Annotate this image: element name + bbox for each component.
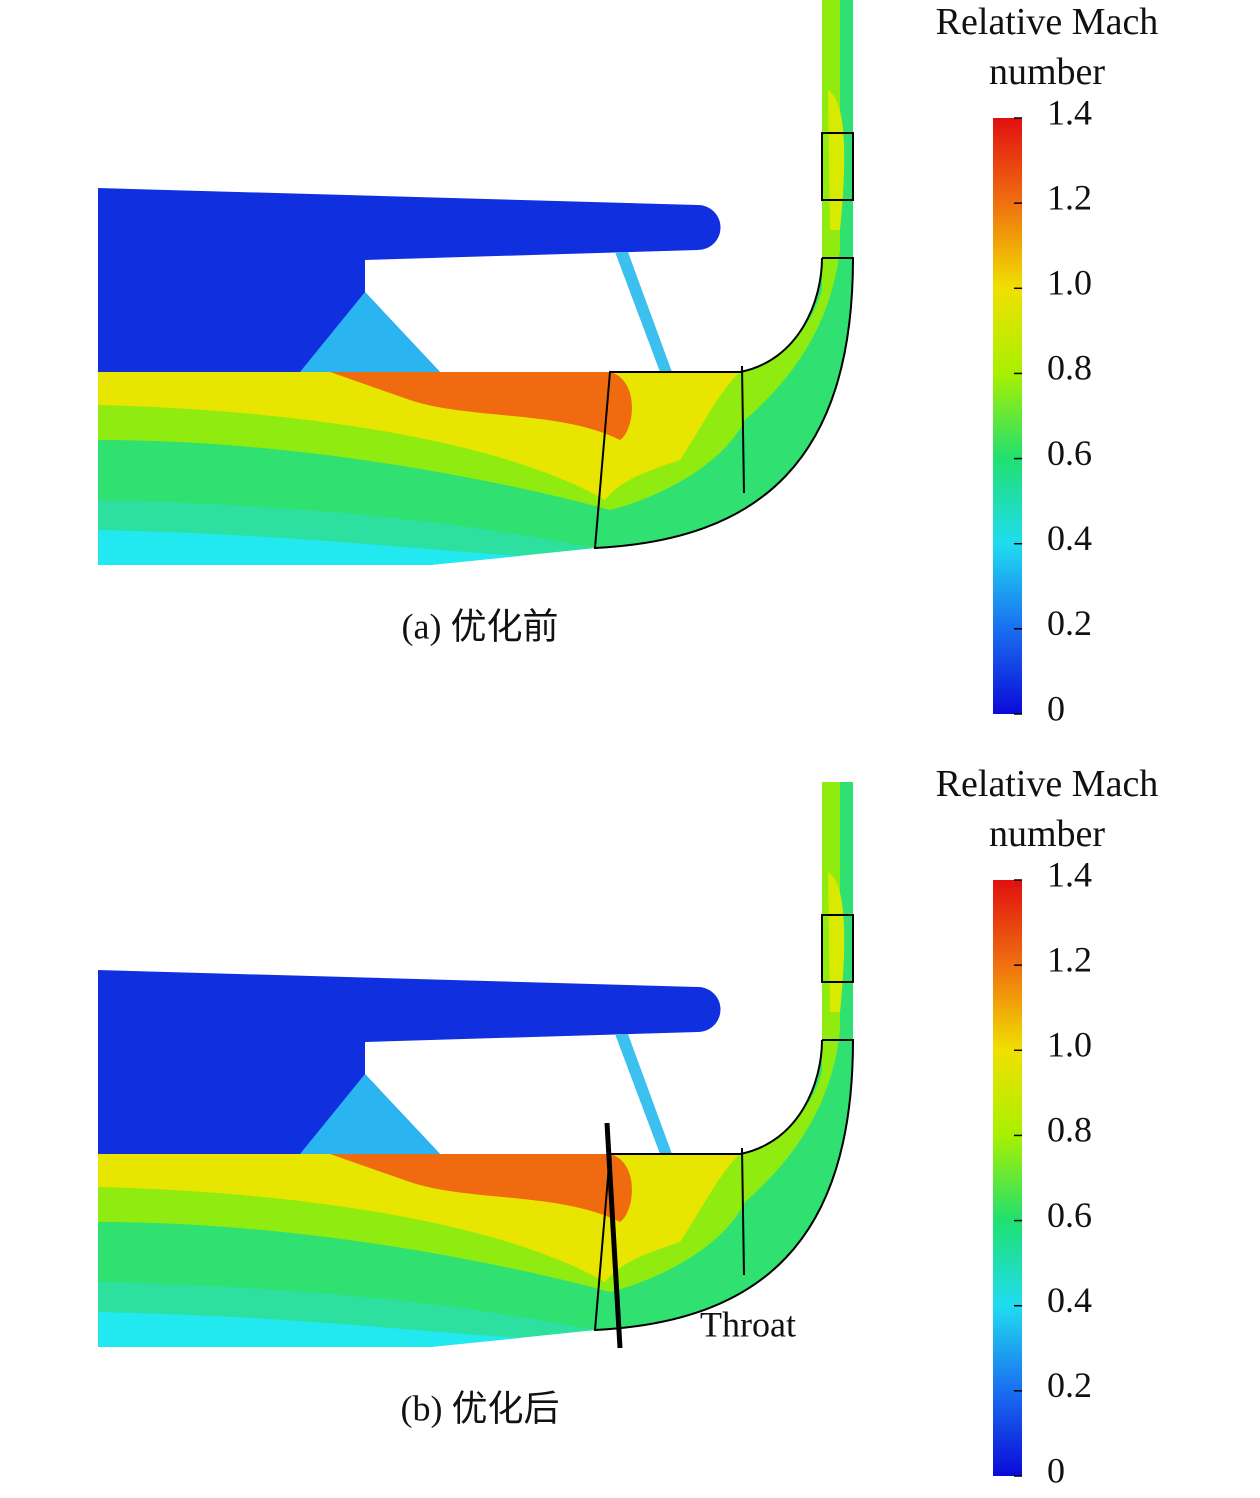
flow-field-b xyxy=(97,781,854,1348)
tick-label: 0.8 xyxy=(1047,348,1092,388)
colorbar-title: Relative Mach number xyxy=(935,1,1159,93)
colorbar xyxy=(993,118,1022,714)
tick-label: 0.2 xyxy=(1047,603,1092,643)
tick-label: 0.2 xyxy=(1047,1365,1092,1405)
tick-label: 1.0 xyxy=(1047,1025,1092,1065)
flow-field-a xyxy=(97,0,854,566)
tick-label: 1.0 xyxy=(1047,263,1092,303)
tick-label: 0.8 xyxy=(1047,1110,1092,1150)
tick-label: 0.4 xyxy=(1047,1280,1092,1320)
tick-label: 1.2 xyxy=(1047,939,1092,979)
colorbar xyxy=(993,880,1022,1476)
tick-label: 0 xyxy=(1047,1450,1065,1490)
annotation: Throat xyxy=(700,1304,796,1344)
tick-label: 1.4 xyxy=(1047,854,1092,894)
caption: (a) 优化前 xyxy=(402,606,559,646)
tick-label: 0.6 xyxy=(1047,1195,1092,1235)
tick-label: 0.4 xyxy=(1047,518,1092,558)
tick-label: 1.4 xyxy=(1047,92,1092,132)
colorbar-title: Relative Mach number xyxy=(935,763,1159,855)
throat-line xyxy=(604,1122,623,1349)
tick-label: 1.2 xyxy=(1047,177,1092,217)
tick-label: 0 xyxy=(1047,688,1065,728)
tick-label: 0.6 xyxy=(1047,433,1092,473)
caption: (b) 优化后 xyxy=(401,1388,560,1428)
